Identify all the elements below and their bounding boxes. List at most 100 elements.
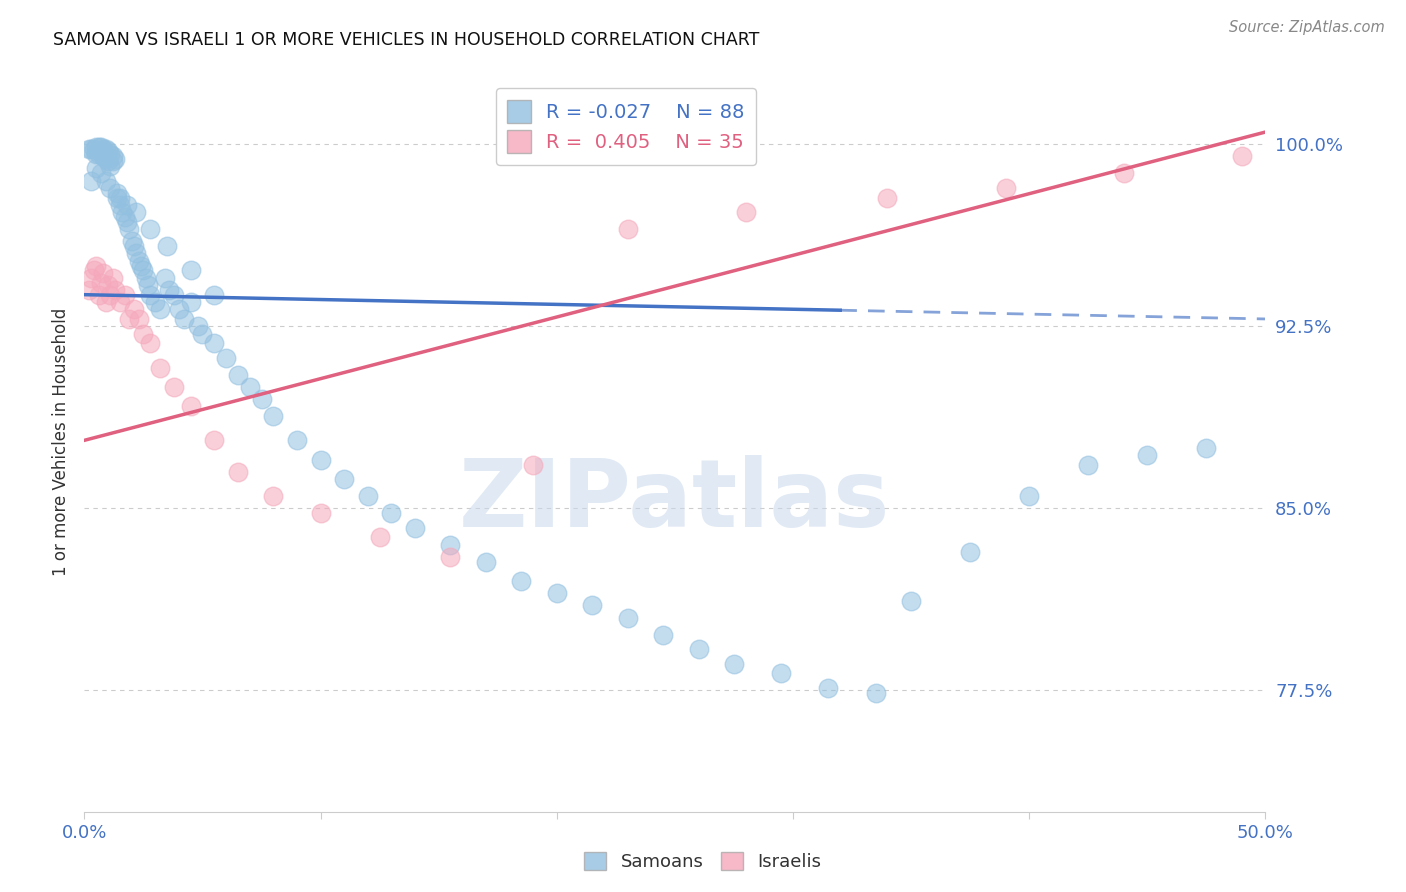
Point: [191, 326, 214, 341]
Point: [84, 139, 107, 153]
Point: [87, 147, 110, 161]
Point: [616, 222, 638, 236]
Point: [770, 666, 793, 681]
Point: [107, 191, 129, 205]
Point: [522, 458, 544, 472]
Point: [173, 312, 195, 326]
Point: [380, 506, 402, 520]
Point: [122, 239, 145, 253]
Point: [309, 452, 332, 467]
Point: [107, 186, 129, 200]
Point: [156, 239, 179, 253]
Point: [83, 263, 105, 277]
Legend: R = -0.027    N = 88, R =  0.405    N = 35: R = -0.027 N = 88, R = 0.405 N = 35: [496, 88, 756, 164]
Text: ZIPatlas: ZIPatlas: [460, 455, 890, 547]
Point: [121, 234, 143, 248]
Point: [333, 472, 356, 486]
Point: [80, 142, 103, 156]
Point: [77, 142, 100, 156]
Point: [652, 627, 675, 641]
Point: [510, 574, 533, 588]
Point: [180, 263, 202, 277]
Point: [84, 259, 107, 273]
Point: [132, 263, 155, 277]
Point: [84, 147, 107, 161]
Point: [128, 253, 150, 268]
Point: [139, 336, 162, 351]
Point: [1077, 458, 1099, 472]
Point: [77, 283, 100, 297]
Point: [163, 287, 186, 301]
Point: [723, 657, 745, 671]
Point: [91, 266, 114, 280]
Point: [104, 152, 127, 166]
Point: [90, 166, 112, 180]
Point: [239, 380, 262, 394]
Point: [118, 222, 141, 236]
Point: [202, 336, 225, 351]
Point: [215, 351, 238, 365]
Point: [104, 283, 127, 297]
Point: [149, 360, 172, 375]
Point: [122, 302, 145, 317]
Point: [83, 142, 105, 156]
Point: [1195, 441, 1218, 455]
Point: [91, 142, 114, 156]
Point: [546, 586, 568, 600]
Point: [876, 191, 898, 205]
Point: [157, 283, 180, 297]
Point: [135, 270, 157, 285]
Point: [97, 145, 120, 159]
Point: [136, 277, 159, 292]
Point: [262, 409, 284, 423]
Point: [91, 149, 114, 163]
Point: [101, 154, 124, 169]
Point: [101, 270, 124, 285]
Point: [108, 295, 131, 310]
Point: [94, 173, 117, 187]
Point: [202, 287, 225, 301]
Point: [84, 161, 107, 176]
Point: [187, 319, 209, 334]
Point: [250, 392, 273, 406]
Point: [87, 287, 110, 301]
Point: [149, 302, 172, 317]
Point: [139, 287, 162, 301]
Point: [1018, 489, 1040, 503]
Point: [98, 147, 121, 161]
Point: [101, 149, 124, 163]
Point: [94, 142, 117, 156]
Point: [180, 295, 202, 310]
Point: [900, 593, 922, 607]
Point: [1112, 166, 1135, 180]
Point: [108, 191, 131, 205]
Point: [98, 287, 121, 301]
Point: [114, 210, 136, 224]
Point: [97, 277, 120, 292]
Point: [959, 545, 981, 559]
Point: [115, 215, 138, 229]
Point: [80, 173, 103, 187]
Point: [98, 181, 121, 195]
Legend: Samoans, Israelis: Samoans, Israelis: [578, 845, 828, 879]
Point: [262, 489, 284, 503]
Point: [226, 465, 249, 479]
Point: [439, 549, 461, 564]
Point: [202, 434, 225, 448]
Point: [688, 642, 710, 657]
Y-axis label: 1 or more Vehicles in Household: 1 or more Vehicles in Household: [52, 308, 70, 575]
Point: [129, 259, 152, 273]
Point: [865, 686, 887, 700]
Point: [994, 181, 1017, 195]
Point: [1230, 149, 1253, 163]
Point: [125, 246, 148, 260]
Point: [114, 287, 136, 301]
Point: [357, 489, 380, 503]
Point: [143, 295, 166, 310]
Point: [90, 139, 112, 153]
Point: [817, 681, 839, 695]
Point: [180, 400, 202, 414]
Point: [139, 222, 162, 236]
Point: [368, 530, 391, 544]
Point: [616, 610, 638, 624]
